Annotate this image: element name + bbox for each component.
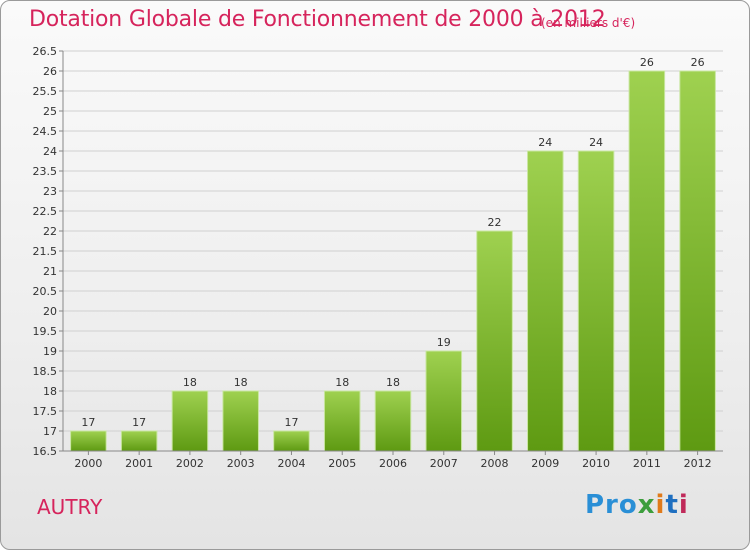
bar: [628, 70, 666, 452]
bar: [527, 150, 564, 452]
bar: [577, 150, 615, 452]
y-tick-label: 25: [43, 105, 57, 118]
x-tick-label: 2007: [430, 457, 458, 470]
x-tick-label: 2011: [633, 457, 661, 470]
data-label: 22: [488, 216, 502, 229]
proxiti-logo[interactable]: Proxiti: [585, 490, 689, 520]
logo-part: i: [655, 490, 666, 520]
bar: [476, 230, 513, 452]
y-tick-label: 17: [43, 425, 57, 438]
y-tick-label: 21.5: [33, 245, 58, 258]
bar: [120, 430, 158, 452]
y-tick-label: 26.5: [33, 45, 58, 58]
bar: [222, 390, 259, 452]
y-tick-label: 23: [43, 185, 57, 198]
y-tick-label: 20: [43, 305, 57, 318]
data-label: 26: [640, 56, 654, 69]
x-tick-label: 2002: [176, 457, 204, 470]
x-tick-label: 2006: [379, 457, 407, 470]
data-label: 24: [538, 136, 552, 149]
x-tick-label: 2000: [74, 457, 102, 470]
data-label: 17: [132, 416, 146, 429]
y-tick-label: 25.5: [33, 85, 58, 98]
x-tick-label: 2010: [582, 457, 610, 470]
y-tick-label: 20.5: [33, 285, 58, 298]
data-label: 18: [183, 376, 197, 389]
data-label: 18: [386, 376, 400, 389]
x-tick-label: 2005: [328, 457, 356, 470]
x-tick-label: 2009: [531, 457, 559, 470]
data-label: 19: [437, 336, 451, 349]
logo-part: t: [665, 490, 679, 520]
data-label: 24: [589, 136, 603, 149]
y-tick-label: 16.5: [33, 445, 58, 458]
x-tick-label: 2003: [227, 457, 255, 470]
chart-title: Dotation Globale de Fonctionnement de 20…: [29, 7, 606, 32]
data-label: 18: [234, 376, 248, 389]
y-tick-label: 18.5: [33, 365, 58, 378]
data-label: 26: [691, 56, 705, 69]
data-label: 18: [335, 376, 349, 389]
y-tick-label: 18: [43, 385, 57, 398]
x-tick-label: 2004: [277, 457, 305, 470]
logo-part: Pro: [585, 490, 638, 520]
bar: [70, 430, 107, 452]
y-tick-label: 22: [43, 225, 57, 238]
data-label: 17: [81, 416, 95, 429]
y-tick-label: 21: [43, 265, 57, 278]
y-tick-label: 19.5: [33, 325, 58, 338]
y-tick-label: 17.5: [33, 405, 58, 418]
x-tick-label: 2008: [481, 457, 509, 470]
town-name: AUTRY: [37, 495, 103, 519]
x-tick-label: 2012: [684, 457, 712, 470]
logo-part: i: [678, 490, 689, 520]
data-label: 17: [284, 416, 298, 429]
chart-subtitle: (en milliers d'€): [541, 16, 636, 30]
y-tick-label: 19: [43, 345, 57, 358]
y-tick-label: 24.5: [33, 125, 58, 138]
bar: [323, 390, 361, 452]
bar: [171, 390, 209, 452]
y-tick-label: 26: [43, 65, 57, 78]
bar: [425, 350, 463, 452]
y-tick-label: 22.5: [33, 205, 58, 218]
bar: [679, 70, 716, 452]
x-tick-label: 2001: [125, 457, 153, 470]
y-tick-label: 24: [43, 145, 57, 158]
bar: [374, 390, 412, 452]
bar: [273, 430, 310, 452]
logo-part: x: [637, 490, 656, 520]
y-tick-label: 23.5: [33, 165, 58, 178]
